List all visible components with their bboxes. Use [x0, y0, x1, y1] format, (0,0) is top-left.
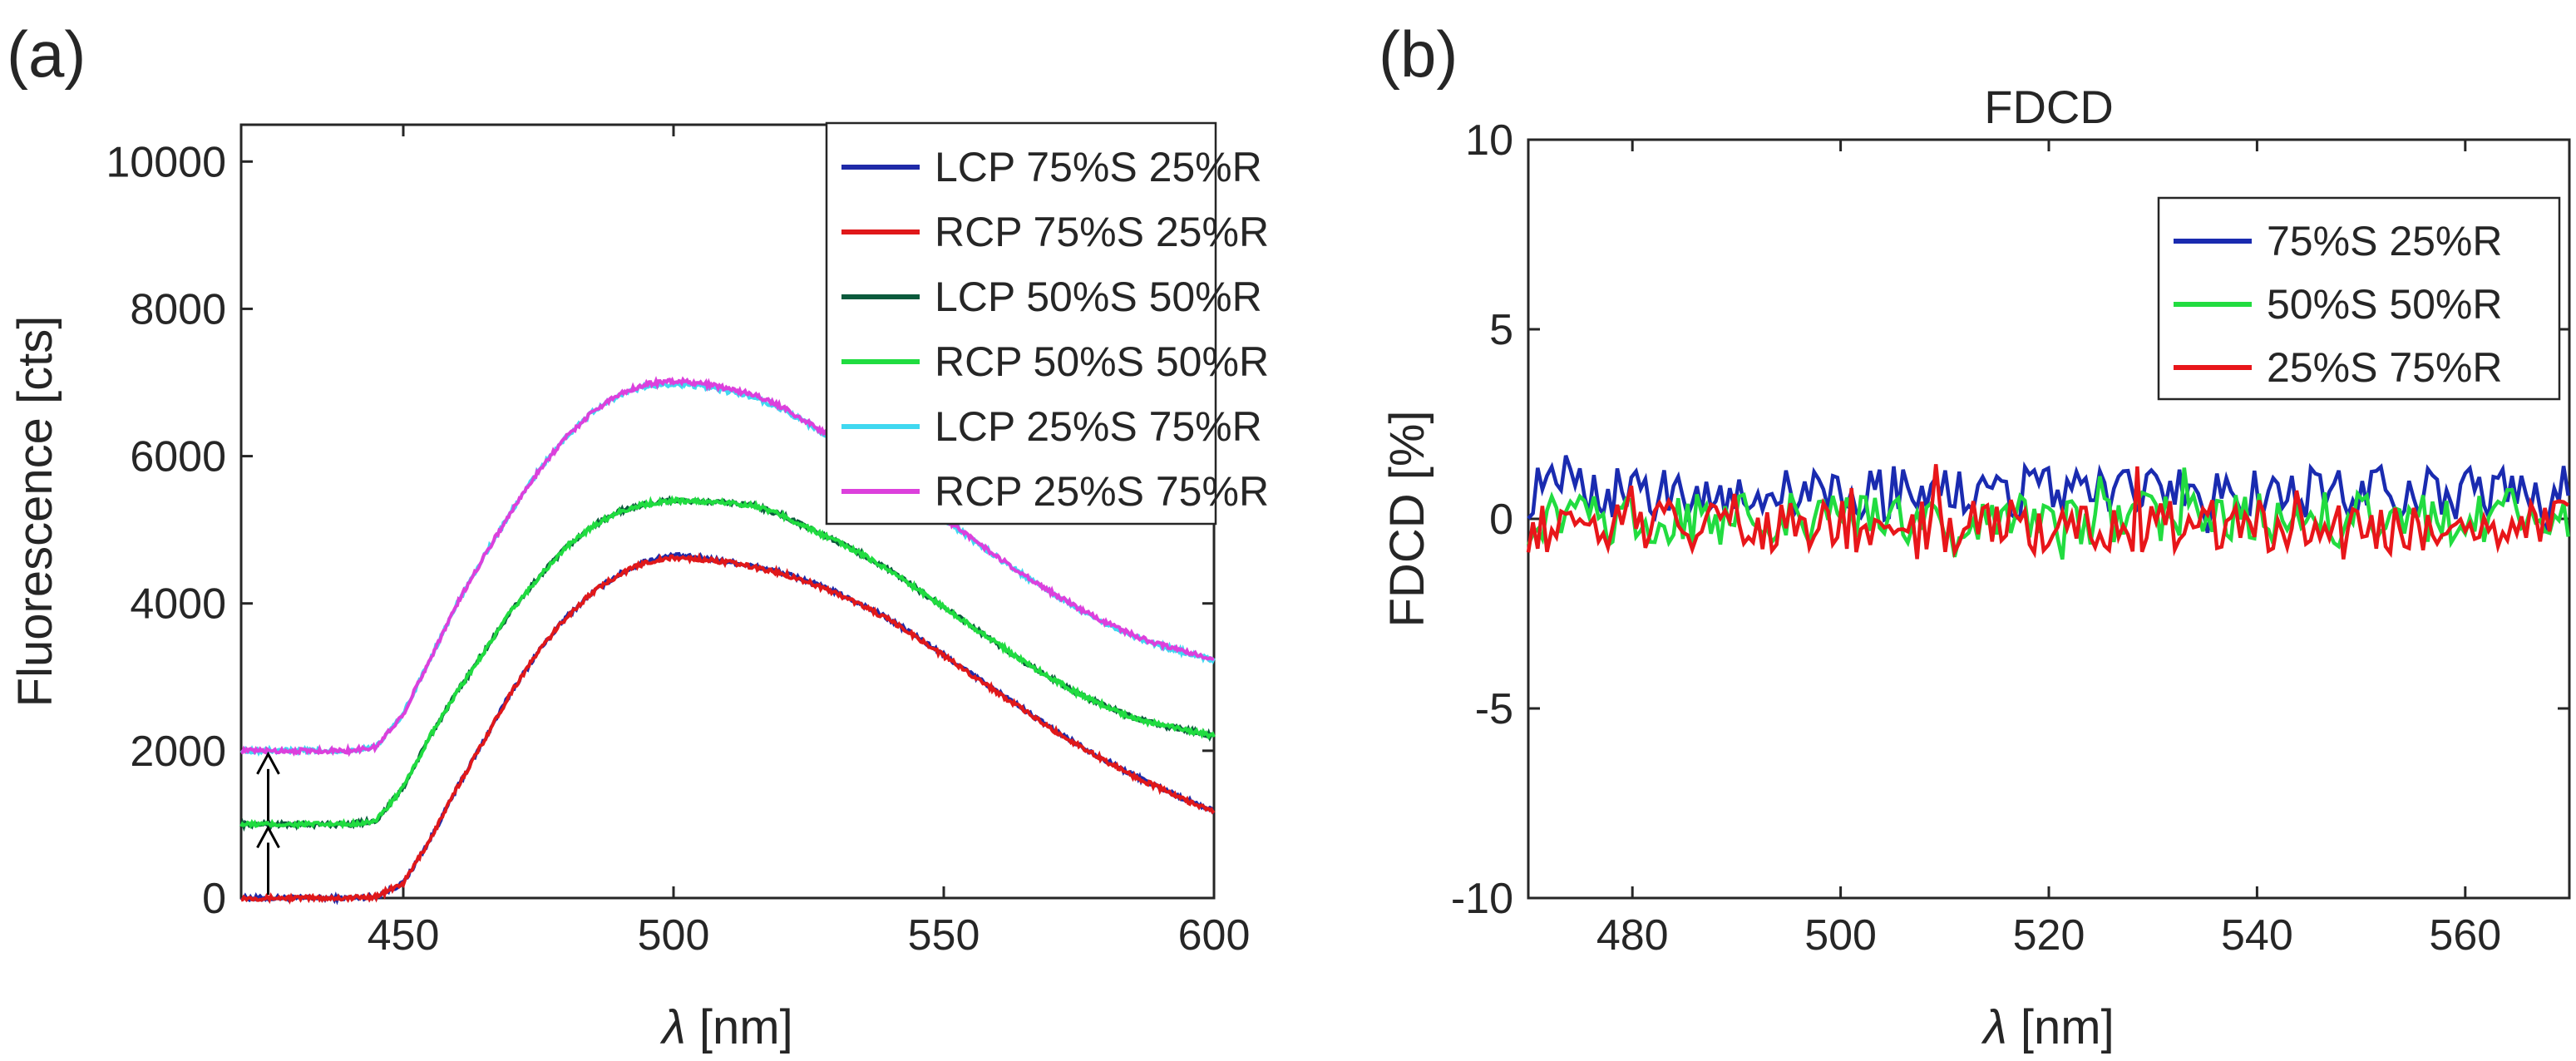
offset-arrow-head [256, 825, 280, 849]
series-line-2 [240, 552, 1216, 905]
panel-label-b: (b) [1379, 17, 1458, 91]
chart-b-ylabel: FDCD [%] [1380, 411, 1434, 628]
legend-label: RCP 25%S 75%R [935, 468, 1269, 515]
legend-label: LCP 25%S 75%R [935, 403, 1262, 450]
x-tick-label: 500 [1804, 911, 1877, 960]
chart-b-title: FDCD [1984, 81, 2114, 133]
chart-a-ylabel: Fluorescence [cts] [8, 316, 62, 708]
legend-label: RCP 50%S 50%R [935, 338, 1269, 385]
y-tick-label: 4000 [130, 580, 226, 629]
legend-label: 25%S 75%R [2267, 344, 2503, 391]
xlabel-unit: [nm] [686, 1000, 793, 1054]
chart-a-xlabel: λ [nm] [659, 1000, 792, 1054]
chart-b-ticks: 480 500 520 540 560 -10 -5 0 5 10 [1451, 116, 2569, 960]
chart-b-series [1526, 455, 2570, 560]
xlabel-unit: [nm] [2007, 1000, 2115, 1054]
y-tick-label: 8000 [130, 285, 226, 333]
chart-a-series [239, 376, 1216, 906]
legend-label: LCP 50%S 50%R [935, 274, 1262, 320]
chart-a-legend: LCP 75%S 25%R RCP 75%S 25%R LCP 50%S 50%R R… [825, 121, 1269, 526]
x-tick-label: 540 [2221, 911, 2293, 960]
y-tick-label: 0 [202, 875, 226, 923]
y-tick-label: 5 [1489, 306, 1513, 354]
chart-b-legend: 75%S 25%R 50%S 50%R 25%S 75%R [2157, 196, 2561, 401]
y-tick-label: -10 [1451, 875, 1513, 923]
legend-label: 50%S 50%R [2267, 281, 2503, 328]
series-line-6 [240, 376, 1215, 758]
offset-arrow-head [256, 751, 280, 775]
chart-a-annotations [256, 751, 280, 895]
legend-label: LCP 75%S 25%R [935, 144, 1262, 190]
y-tick-label: 6000 [130, 433, 226, 481]
legend-label: 75%S 25%R [2267, 218, 2503, 264]
x-tick-label: 600 [1178, 911, 1251, 960]
x-tick-label: 550 [908, 911, 980, 960]
x-tick-label: 520 [2013, 911, 2085, 960]
legend-label: RCP 75%S 25%R [935, 209, 1269, 255]
xlabel-symbol: λ [659, 1000, 686, 1054]
chart-b: 480 500 520 540 560 -10 -5 0 5 10 FDCD λ [nm] FDC… [1380, 81, 2571, 1054]
y-tick-label: 0 [1489, 496, 1513, 544]
series-line-4 [239, 495, 1216, 830]
x-tick-label: 480 [1596, 911, 1669, 960]
legend-box [825, 121, 1217, 526]
y-tick-label: 10000 [106, 138, 226, 186]
panel-label-a: (a) [7, 17, 86, 91]
fdcd-series-line-3 [1526, 464, 2569, 560]
y-tick-label: 10 [1465, 116, 1513, 165]
x-tick-label: 450 [368, 911, 440, 960]
y-tick-label: -5 [1475, 685, 1513, 733]
chart-b-xlabel: λ [nm] [1981, 1000, 2114, 1054]
x-tick-label: 560 [2429, 911, 2501, 960]
y-tick-label: 2000 [130, 728, 226, 776]
xlabel-symbol: λ [1981, 1000, 2007, 1054]
x-tick-label: 500 [638, 911, 710, 960]
